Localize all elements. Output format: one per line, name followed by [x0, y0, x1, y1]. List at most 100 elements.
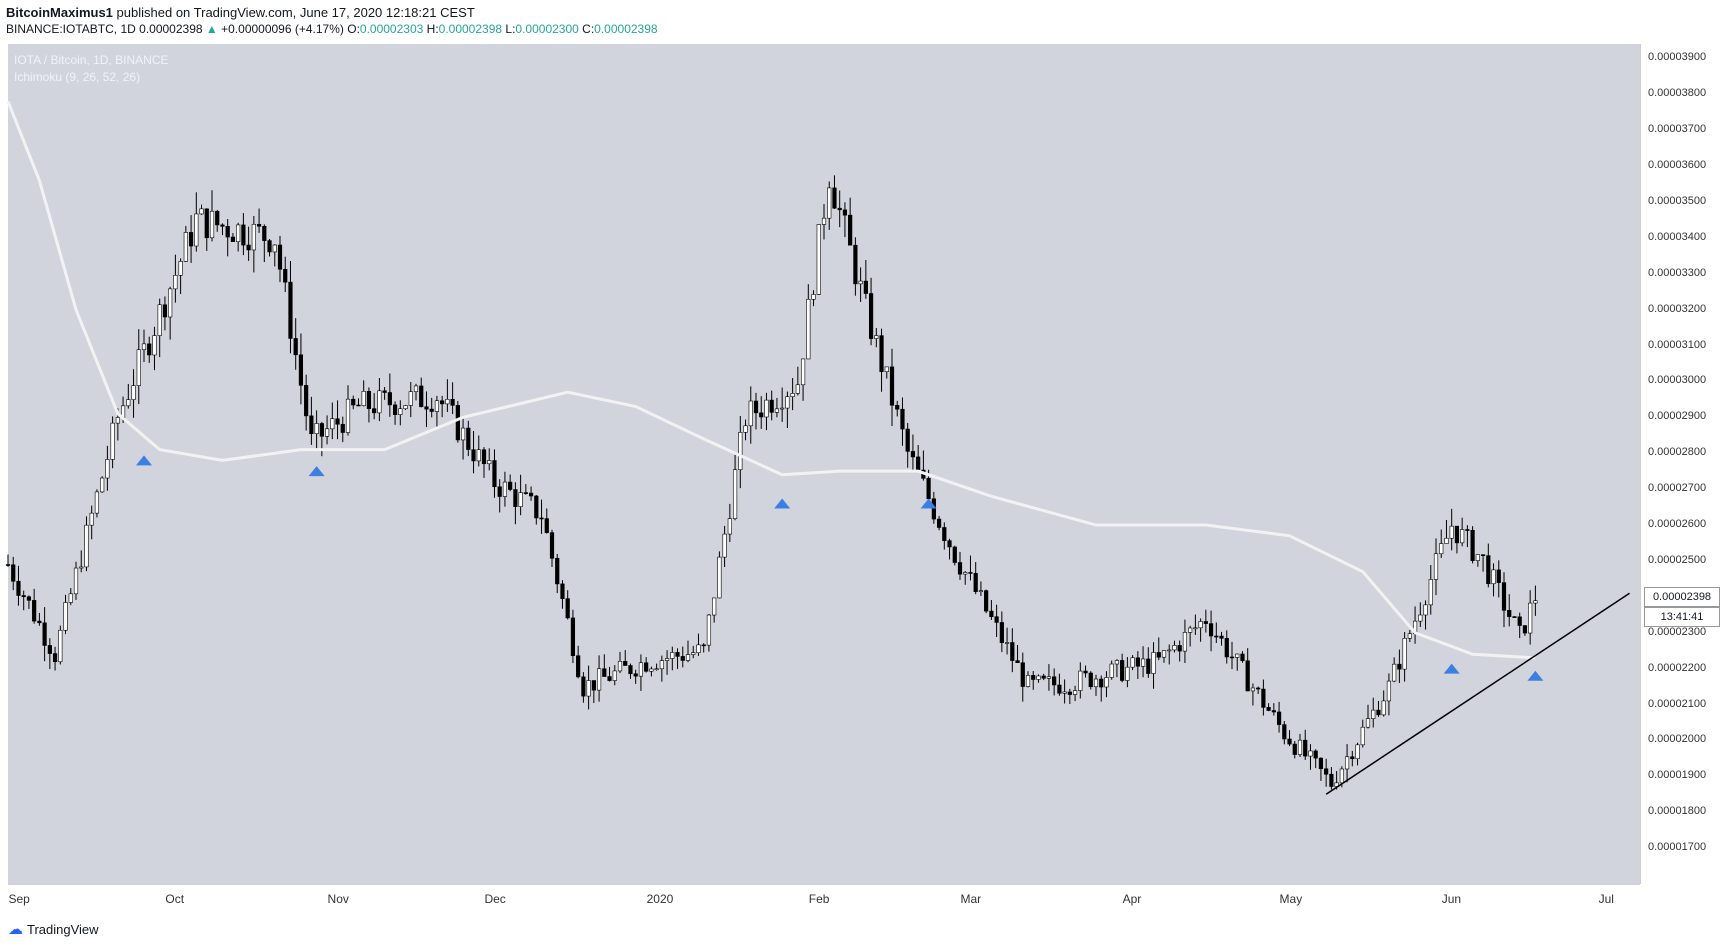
- candle-body: [330, 418, 335, 430]
- candle-body: [126, 399, 131, 407]
- x-tick-label: 2020: [646, 892, 674, 906]
- candle-body: [372, 408, 377, 414]
- candle-body: [1355, 744, 1360, 760]
- x-tick-label: Oct: [165, 892, 185, 906]
- footer-brand[interactable]: ☁ TradingView: [8, 920, 99, 938]
- low-value: 0.00002300: [515, 22, 579, 36]
- price-axis[interactable]: [1640, 44, 1731, 884]
- y-tick-label: 0.00003300: [1648, 266, 1707, 279]
- candle-body: [335, 418, 340, 425]
- candle-body: [246, 244, 251, 251]
- candle-body: [691, 652, 696, 655]
- candle-body: [1104, 677, 1109, 688]
- candle-body: [868, 293, 874, 339]
- candle-body: [445, 399, 450, 405]
- candle-body: [1360, 726, 1365, 746]
- candle-body: [199, 208, 204, 215]
- candle-body: [481, 449, 487, 465]
- candle-body: [706, 614, 712, 646]
- candle-body: [952, 546, 957, 563]
- candle-body: [1433, 553, 1439, 580]
- signal-marker-icon[interactable]: [774, 498, 791, 509]
- candle-body: [1219, 635, 1224, 639]
- candle-body: [1486, 555, 1491, 585]
- candle-body: [89, 512, 94, 526]
- candle-body: [900, 408, 905, 430]
- baseline-line: [6, 100, 1536, 660]
- candle-body: [905, 428, 910, 452]
- candle-body: [842, 209, 848, 216]
- candle-body: [361, 391, 366, 406]
- candle-body: [47, 645, 52, 654]
- candle-body: [1439, 543, 1444, 555]
- candle-body: [1324, 768, 1329, 775]
- candle-body: [1470, 529, 1475, 561]
- signal-marker-icon[interactable]: [920, 498, 937, 509]
- candle-body: [753, 400, 759, 414]
- candle-body: [141, 343, 147, 351]
- candle-body: [1271, 710, 1276, 713]
- candle-body: [811, 294, 816, 300]
- candle-body: [738, 432, 743, 471]
- candle-body: [42, 622, 47, 646]
- candle-body: [1172, 645, 1177, 651]
- signal-marker-icon[interactable]: [1527, 670, 1544, 681]
- candle-body: [989, 610, 994, 618]
- candle-body: [555, 558, 560, 585]
- candle-body: [424, 406, 429, 410]
- candle-body: [26, 596, 32, 601]
- candle-body: [670, 652, 675, 659]
- candle-body: [837, 207, 842, 211]
- candle-body: [37, 620, 42, 624]
- open-label: O:: [347, 22, 360, 36]
- candle-body: [403, 405, 408, 410]
- candle-body: [241, 224, 246, 246]
- y-tick-label: 0.00003700: [1648, 123, 1707, 136]
- chart-pane[interactable]: [8, 44, 1640, 884]
- candle-body: [1088, 672, 1093, 688]
- candle-body: [1093, 678, 1099, 688]
- candle-body: [534, 495, 539, 519]
- x-tick-label: Mar: [960, 892, 982, 906]
- candle-body: [1339, 768, 1344, 784]
- candle-body: [654, 668, 659, 671]
- candle-body: [178, 261, 183, 276]
- candle-body: [1344, 756, 1350, 770]
- candle-body: [110, 422, 115, 460]
- trendline[interactable]: [1325, 592, 1630, 795]
- candle-body: [392, 404, 398, 415]
- candle-body: [722, 533, 727, 558]
- candle-body: [623, 661, 628, 666]
- candle-body: [1046, 676, 1052, 679]
- candle-body: [795, 384, 800, 394]
- candle-body: [1114, 660, 1120, 665]
- candle-body: [1533, 600, 1538, 604]
- candle-body: [1177, 645, 1182, 652]
- time-axis[interactable]: [8, 884, 1640, 913]
- signal-marker-icon[interactable]: [308, 466, 325, 477]
- candle-body: [1146, 658, 1151, 674]
- candle-body: [1256, 687, 1261, 690]
- candle-body: [136, 349, 141, 386]
- candle-body: [1475, 554, 1480, 561]
- candle-body: [79, 566, 84, 569]
- candle-body: [408, 391, 413, 406]
- signal-marker-icon[interactable]: [1443, 663, 1460, 674]
- candle-body: [173, 274, 178, 290]
- candle-body: [471, 449, 476, 462]
- candle-body: [790, 393, 795, 398]
- candle-body: [978, 590, 984, 592]
- candle-body: [283, 268, 288, 283]
- candle-body: [188, 232, 194, 247]
- candle-body: [675, 652, 680, 657]
- author-name[interactable]: BitcoinMaximus1: [6, 5, 113, 20]
- signal-marker-icon[interactable]: [136, 455, 152, 466]
- candle-body: [528, 492, 534, 497]
- candle-body: [304, 385, 309, 417]
- candle-body: [1496, 569, 1501, 583]
- candle-body: [1418, 614, 1423, 622]
- candle-body: [984, 590, 989, 612]
- high-label: H:: [426, 22, 439, 36]
- candle-body: [821, 217, 827, 225]
- candle-body: [916, 456, 921, 471]
